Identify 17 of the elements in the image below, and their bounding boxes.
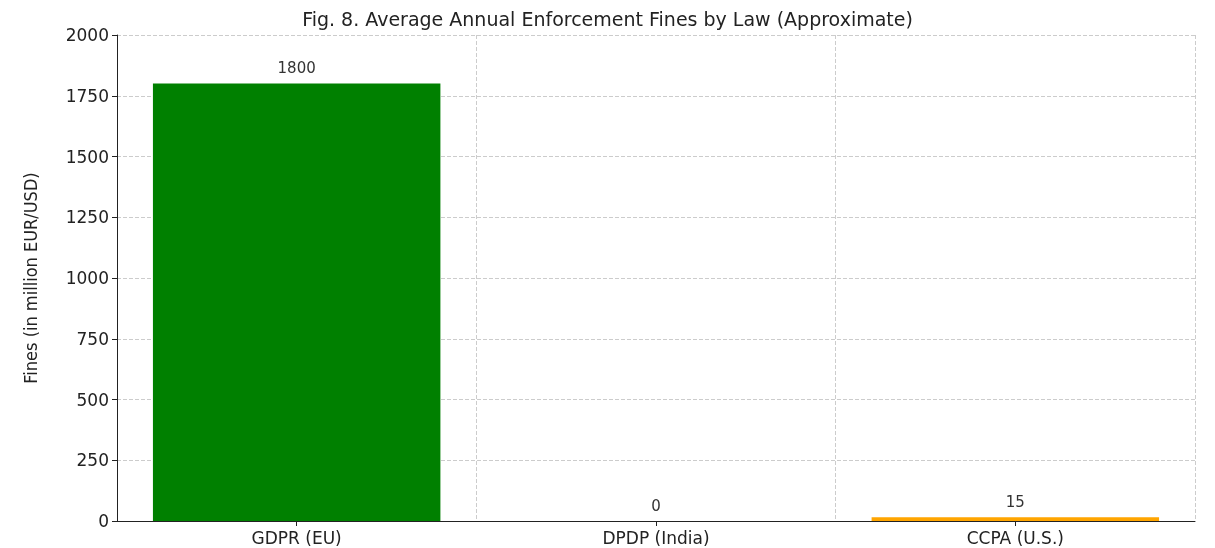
data-label: 15 <box>1005 492 1025 511</box>
y-tick-label: 1750 <box>65 85 109 106</box>
y-tick-label: 750 <box>76 328 109 349</box>
y-tick-label: 0 <box>98 511 109 531</box>
y-tick-label: 500 <box>76 389 109 410</box>
x-tick-label: GDPR (EU) <box>251 527 342 548</box>
y-tick-label: 1250 <box>65 207 109 228</box>
y-axis-title: Fines (in million EUR/USD) <box>19 172 41 384</box>
y-tick-label: 1000 <box>65 268 109 288</box>
data-label: 1800 <box>277 59 316 78</box>
chart-title: Fig. 8. Average Annual Enforcement Fines by Law (Approximate) <box>302 7 913 30</box>
y-tick-label: 250 <box>76 450 109 471</box>
data-label: 0 <box>651 496 661 515</box>
y-tick-label: 2000 <box>65 25 109 45</box>
x-tick-label: DPDP (India) <box>602 527 710 548</box>
x-tick-label: CCPA (U.S.) <box>966 527 1064 548</box>
y-tick-label: 1500 <box>65 146 109 167</box>
